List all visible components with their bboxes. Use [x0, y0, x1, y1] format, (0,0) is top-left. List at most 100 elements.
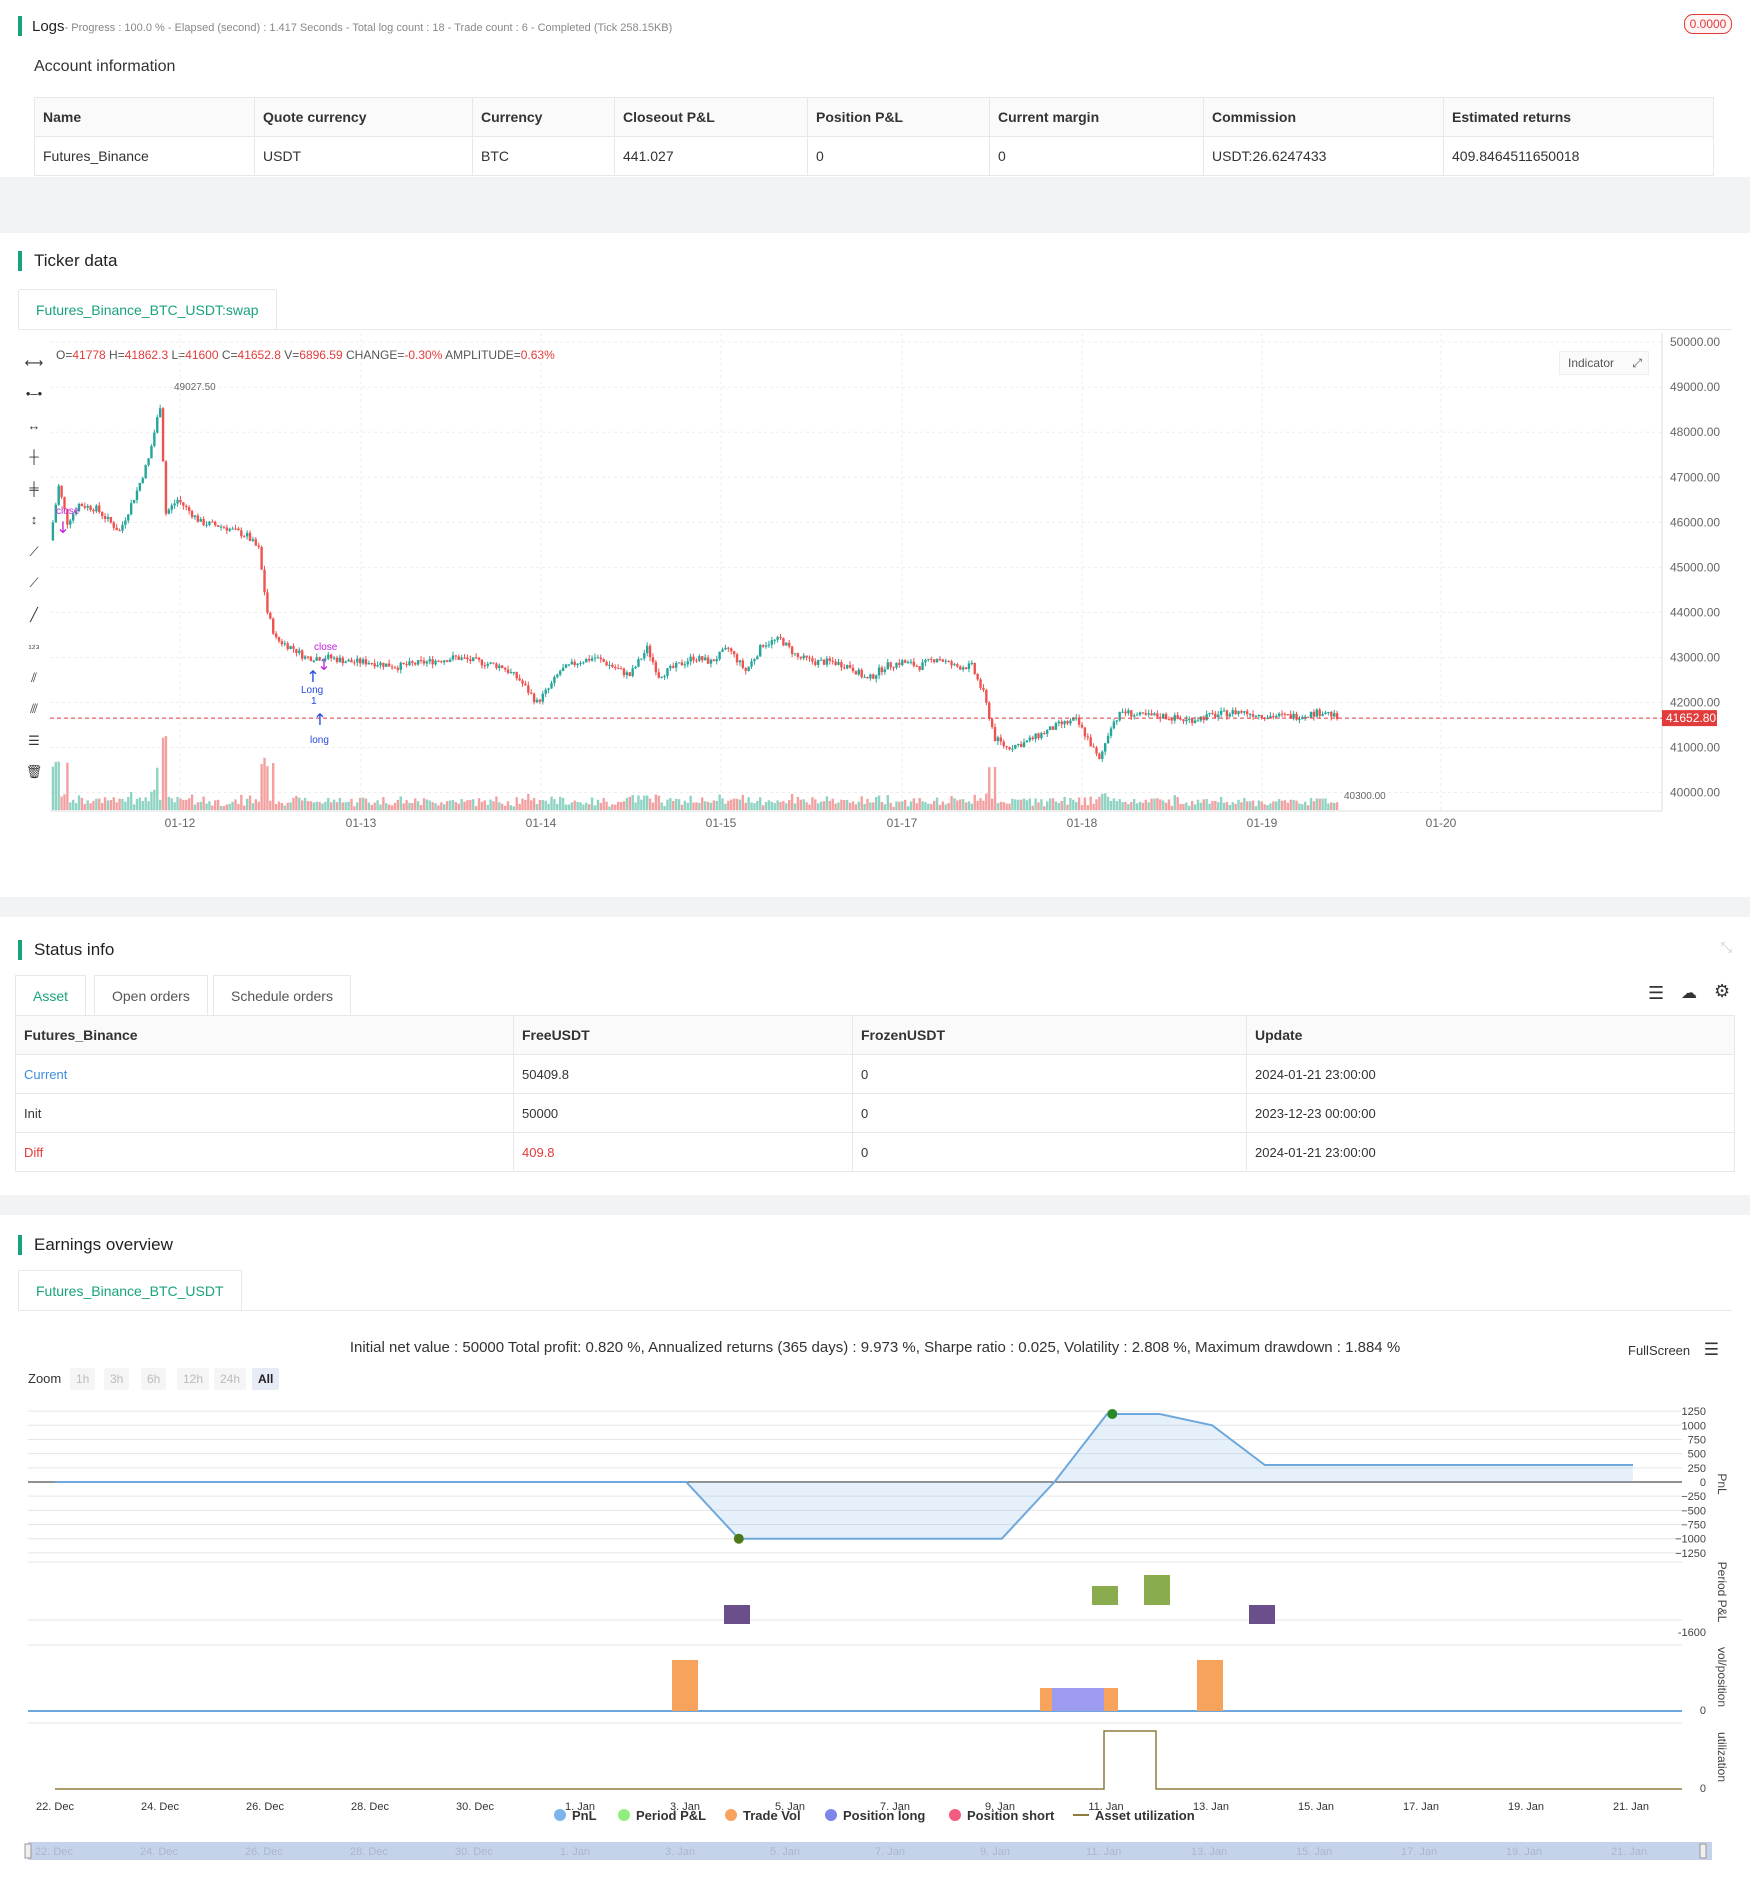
tab-ticker-symbol[interactable]: Futures_Binance_BTC_USDT:swap: [18, 289, 277, 329]
legend-period-pnl[interactable]: Period P&L: [618, 1808, 706, 1823]
volume-bar: [785, 803, 788, 810]
volume-bar: [570, 802, 573, 810]
volume-bar: [530, 800, 533, 810]
volume-bar: [996, 803, 1000, 810]
legend-position-short-label: Position short: [967, 1808, 1055, 1823]
candlestick-chart[interactable]: 50000.00 49000.00 48000.00 47000.00 46000.00…: [0, 333, 1750, 833]
collapse-icon[interactable]: ⤡: [1720, 939, 1732, 955]
tab-earnings-symbol[interactable]: Futures_Binance_BTC_USDT: [18, 1270, 242, 1310]
indicator-button[interactable]: Indicator ⤢: [1559, 351, 1649, 375]
legend-position-short[interactable]: Position short: [949, 1808, 1054, 1823]
legend-asset-utilization[interactable]: Asset utilization: [1073, 1808, 1195, 1823]
volume-bar: [1028, 798, 1032, 810]
candle-body: [845, 665, 849, 669]
volume-bar: [277, 801, 281, 810]
candle-body: [321, 660, 324, 662]
volume-bar: [915, 803, 918, 810]
price-tick-label: 42000.00: [1670, 695, 1720, 709]
volume-bar: [266, 766, 269, 810]
candle-body: [1225, 710, 1229, 717]
candle-body: [576, 663, 579, 665]
candle-body: [990, 718, 994, 728]
tab-schedule-orders[interactable]: Schedule orders: [213, 975, 351, 1015]
asset-row-label[interactable]: Current: [15, 1054, 514, 1094]
candle-body: [129, 503, 133, 515]
candle-body: [585, 658, 588, 663]
date-tick-label: 21. Jan: [1613, 1801, 1649, 1813]
candle-body: [1243, 711, 1246, 713]
volume-bar: [845, 799, 849, 810]
volume-bar: [1246, 801, 1249, 810]
volume-bar: [643, 795, 646, 810]
tab-open-orders[interactable]: Open orders: [94, 975, 208, 1015]
volume-bar: [677, 799, 681, 810]
segment-tool-icon[interactable]: ╱: [30, 607, 38, 622]
price-tick-label: 45000.00: [1670, 560, 1720, 574]
trend-line-tool-icon[interactable]: ⟋: [29, 544, 39, 559]
candle-body: [1130, 710, 1133, 717]
price-label-tool-icon[interactable]: ₁₂₃: [28, 640, 40, 651]
volume-bar: [1069, 797, 1072, 810]
tab-asset[interactable]: Asset: [15, 975, 87, 1015]
volume-bar: [1167, 799, 1171, 810]
date-tick-label: 7. Jan: [880, 1801, 910, 1813]
zoom-all-button[interactable]: All: [252, 1368, 280, 1390]
volume-bar: [208, 801, 211, 810]
candle-body: [561, 667, 565, 672]
list-icon[interactable]: ☰: [1648, 983, 1665, 1003]
candle-body: [1208, 712, 1211, 715]
zoom-24h-button[interactable]: 24h: [214, 1368, 247, 1390]
cloud-upload-icon[interactable]: ☁: [1681, 985, 1697, 1002]
volume-bar: [1092, 803, 1095, 810]
horizontal-line-tool-icon[interactable]: ⟷: [24, 355, 44, 370]
navigator-date-label: 24. Dec: [140, 1846, 178, 1858]
candle-body: [1219, 710, 1223, 715]
volume-bar: [69, 802, 72, 810]
volume-bar: [254, 799, 258, 810]
rect-tool-icon[interactable]: ☰: [28, 733, 40, 748]
horizontal-segment-tool-icon[interactable]: ↔: [27, 418, 41, 433]
vertical-segment-tool-icon[interactable]: ↕: [30, 512, 38, 527]
candle-body: [1080, 724, 1084, 728]
candle-body: [1193, 720, 1197, 723]
price-tick-label: 41000.00: [1670, 741, 1720, 755]
navigator-date-label: 1. Jan: [560, 1846, 590, 1858]
zoom-1h-button[interactable]: 1h: [70, 1368, 96, 1390]
ray-line-tool-icon[interactable]: ⟋: [29, 575, 39, 590]
volume-bar: [616, 801, 620, 810]
volume-bar: [866, 798, 869, 810]
volume-bar: [289, 802, 292, 810]
volume-bar: [321, 803, 324, 810]
candle-body: [544, 689, 547, 694]
legend-position-long[interactable]: Position long: [825, 1808, 925, 1823]
volume-bar: [1333, 802, 1336, 810]
candle-body: [106, 516, 110, 519]
volume-bar: [1046, 801, 1049, 810]
candle-body: [205, 524, 208, 526]
zoom-12h-button[interactable]: 12h: [177, 1368, 210, 1390]
trash-icon[interactable]: 🗑: [25, 764, 43, 779]
candle-body: [112, 522, 115, 528]
horizontal-ray-tool-icon[interactable]: •–•: [25, 386, 43, 401]
candle-body: [451, 655, 455, 660]
fullscreen-button[interactable]: FullScreen ☰: [1628, 1340, 1719, 1360]
legend-trade-vol[interactable]: Trade Vol: [725, 1808, 801, 1823]
menu-icon[interactable]: ☰: [1703, 1340, 1720, 1359]
candle-body: [1275, 716, 1278, 718]
parallel-channel-tool-icon[interactable]: ⫽: [31, 670, 37, 685]
candle-body: [1222, 710, 1226, 712]
settings-icon[interactable]: ⚙: [1714, 981, 1731, 1001]
candle-body: [672, 665, 675, 668]
zoom-6h-button[interactable]: 6h: [141, 1368, 167, 1390]
legend-pnl[interactable]: PnL: [554, 1808, 597, 1823]
volume-bar: [1228, 805, 1232, 810]
vertical-ray-tool-icon[interactable]: ╪: [29, 481, 39, 496]
candle-body: [759, 645, 762, 657]
volume-bar: [1263, 804, 1266, 810]
fibonacci-tool-icon[interactable]: ⫻: [30, 701, 38, 716]
vertical-line-tool-icon[interactable]: ┼: [29, 449, 39, 464]
logs-badge: 0.0000: [1684, 14, 1732, 34]
earnings-chart[interactable]: 1250 1000 750 500 250 0 −250 −500 −750 −1000 −1250…: [0, 1400, 1750, 1880]
zoom-3h-button[interactable]: 3h: [104, 1368, 130, 1390]
volume-bar: [619, 802, 623, 810]
